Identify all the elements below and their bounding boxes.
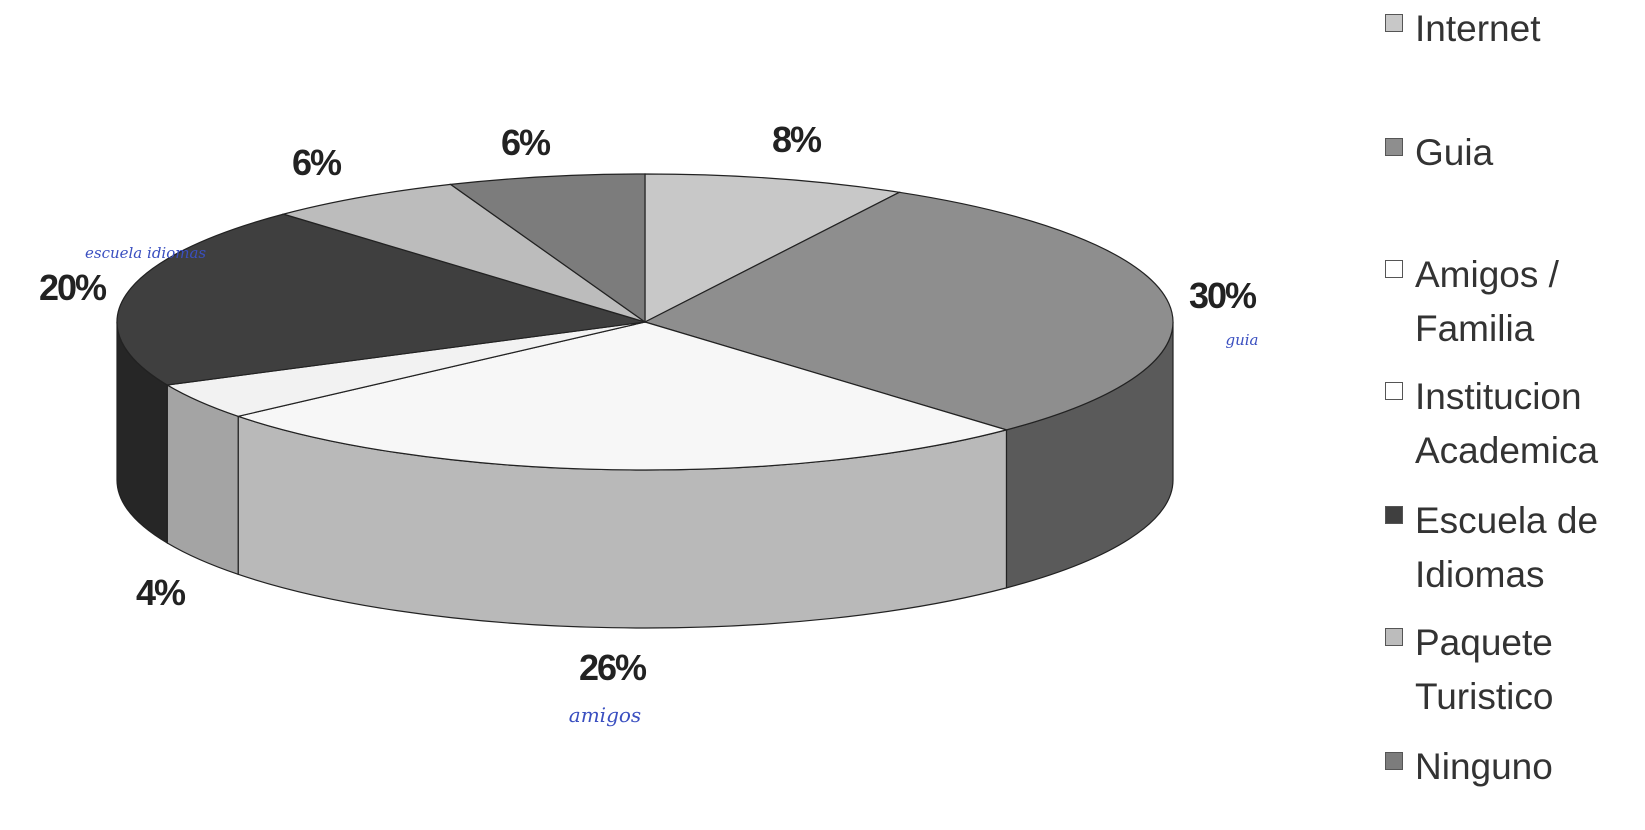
data-label-guia: 30% bbox=[1189, 275, 1257, 316]
legend-label: Amigos / Familia bbox=[1415, 254, 1559, 349]
legend-swatch bbox=[1385, 14, 1403, 32]
data-label-escuela-de-idiomas: 20% bbox=[39, 267, 107, 308]
pie-slice-ninguno bbox=[448, 173, 646, 324]
legend-swatch bbox=[1385, 506, 1403, 524]
pie-top-faces bbox=[116, 173, 1174, 471]
pie-slice-amigos-familia bbox=[235, 321, 1009, 471]
pie-slice-guia bbox=[643, 191, 1174, 431]
legend-item-guia: Guia bbox=[1385, 126, 1635, 180]
data-label-amigos-familia: 26% bbox=[579, 647, 647, 688]
legend-swatch bbox=[1385, 138, 1403, 156]
legend-label: Institucion Academica bbox=[1415, 376, 1599, 471]
legend-label: Paquete Turistico bbox=[1415, 622, 1554, 717]
data-label-ninguno: 6% bbox=[501, 122, 551, 163]
pie-slice-escuela-de-idiomas bbox=[116, 213, 646, 386]
legend-label: Internet bbox=[1415, 8, 1541, 49]
pie-side-institucion-academica bbox=[166, 383, 239, 576]
legend-swatch bbox=[1385, 382, 1403, 400]
handwritten-note: guia bbox=[1225, 331, 1258, 349]
data-label-internet: 8% bbox=[772, 119, 822, 160]
legend-swatch bbox=[1385, 752, 1403, 770]
pie-slice-internet bbox=[644, 173, 902, 323]
legend-swatch bbox=[1385, 628, 1403, 646]
handwritten-note: amigos bbox=[569, 703, 641, 727]
legend-item-paquete-turistico: Paquete Turistico bbox=[1385, 616, 1635, 724]
pie-data-labels: 8% 30% 26% 4% 20% 6% 6% bbox=[39, 119, 1259, 688]
legend-label: Ninguno bbox=[1415, 746, 1553, 787]
handwritten-annotations: escuela idiomas guia amigos bbox=[85, 244, 1259, 727]
pie-chart-svg: 8% 30% 26% 4% 20% 6% 6% escuela idiomas guia amig… bbox=[39, 119, 1259, 727]
pie-side-walls bbox=[116, 321, 1174, 629]
legend-item-internet: Internet bbox=[1385, 2, 1635, 56]
legend-item-amigos-familia: Amigos / Familia bbox=[1385, 248, 1635, 356]
legend-label: Guia bbox=[1415, 132, 1494, 173]
handwritten-note: escuela idiomas bbox=[85, 244, 206, 262]
pie-slice-paquete-turistico bbox=[281, 183, 646, 323]
legend-label: Escuela de Idiomas bbox=[1415, 500, 1599, 595]
legend-item-institucion-academica: Institucion Academica bbox=[1385, 370, 1635, 478]
legend-swatch bbox=[1385, 260, 1403, 278]
data-label-paquete-turistico: 6% bbox=[292, 142, 342, 183]
data-label-institucion-academica: 4% bbox=[136, 572, 186, 613]
legend-item-ninguno: Ninguno bbox=[1385, 740, 1635, 794]
legend: Internet Guia Amigos / Familia Instituci… bbox=[1385, 0, 1645, 830]
legend-item-escuela-de-idiomas: Escuela de Idiomas bbox=[1385, 494, 1635, 602]
